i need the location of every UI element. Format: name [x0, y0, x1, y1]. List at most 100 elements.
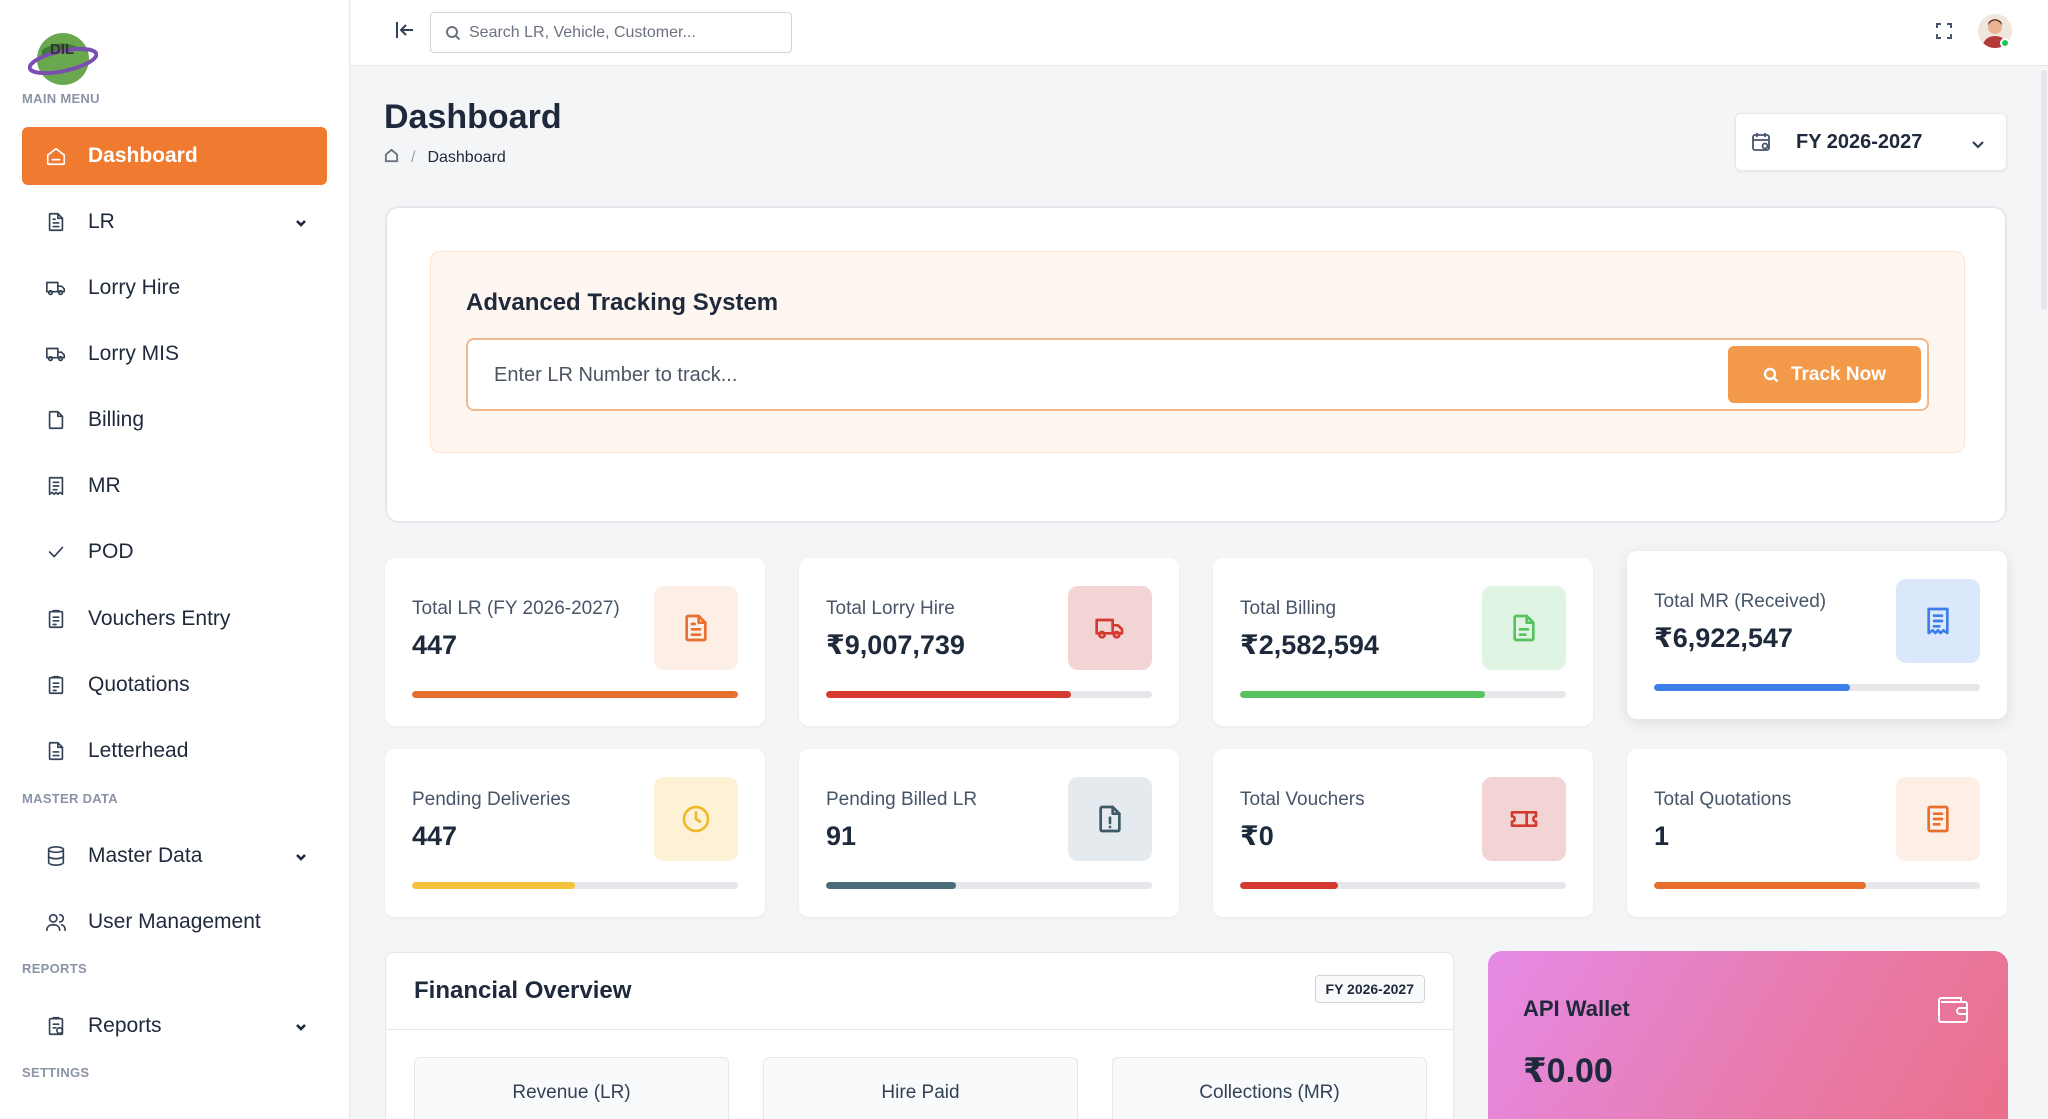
stat-progress-fill	[1654, 882, 1866, 889]
divider	[386, 1029, 1453, 1030]
file-alert-icon	[1068, 777, 1152, 861]
stat-card-total-vouchers[interactable]: Total Vouchers ₹0	[1213, 749, 1593, 917]
stat-label: Total Quotations	[1654, 789, 1792, 810]
breadcrumb: / Dashboard	[384, 148, 506, 168]
stat-progress-track	[826, 882, 1152, 889]
stat-value: 447	[412, 630, 458, 660]
fullscreen-icon[interactable]	[1935, 22, 1953, 40]
sidebar-item-label: POD	[88, 540, 134, 563]
sidebar-item-label: Reports	[88, 1014, 162, 1037]
stat-card-total-lr[interactable]: Total LR (FY 2026-2027) 447	[385, 558, 765, 726]
tracking-title: Advanced Tracking System	[466, 289, 779, 316]
api-wallet-balance: ₹0.00	[1523, 1052, 1613, 1090]
fin-label: Revenue (LR)	[512, 1082, 631, 1103]
sidebar-item-master-data[interactable]: Master Data	[22, 827, 327, 885]
stat-label: Total Lorry Hire	[826, 598, 955, 619]
page-title: Dashboard	[384, 98, 562, 136]
section-label-main: MAIN MENU	[22, 91, 100, 106]
sidebar-item-billing[interactable]: Billing	[22, 391, 327, 449]
truck-icon	[44, 342, 68, 366]
global-search-placeholder: Search LR, Vehicle, Customer...	[469, 23, 696, 41]
collections-mr-box: Collections (MR)	[1112, 1057, 1427, 1119]
stat-progress-fill	[826, 882, 957, 889]
stat-value: 447	[412, 821, 458, 851]
api-wallet-title: API Wallet	[1523, 996, 1630, 1021]
stat-value: 91	[826, 821, 857, 851]
truck-icon	[44, 276, 68, 300]
svg-text:DIL: DIL	[50, 41, 74, 58]
chevron-down-icon	[1970, 135, 1986, 151]
sidebar-item-user-management[interactable]: User Management	[22, 893, 327, 951]
calendar-icon	[1750, 131, 1772, 153]
sidebar-item-label: Letterhead	[88, 739, 189, 762]
stat-card-total-lorry-hire[interactable]: Total Lorry Hire ₹9,007,739	[799, 558, 1179, 726]
lr-tracking-placeholder: Enter LR Number to track...	[494, 364, 738, 386]
stat-progress-fill	[1654, 684, 1850, 691]
sidebar-item-label: Vouchers Entry	[88, 607, 231, 630]
stat-card-total-billing[interactable]: Total Billing ₹2,582,594	[1213, 558, 1593, 726]
stat-progress-track	[826, 691, 1152, 698]
stat-label: Total Vouchers	[1240, 789, 1365, 810]
sidebar-item-reports[interactable]: Reports	[22, 997, 327, 1055]
stat-card-total-mr[interactable]: Total MR (Received) ₹6,922,547	[1627, 551, 2007, 719]
section-label-reports: REPORTS	[22, 961, 87, 976]
stat-value: ₹0	[1240, 821, 1274, 851]
api-wallet-card[interactable]: API Wallet ₹0.00	[1488, 951, 2008, 1119]
sidebar-item-lorry-mis[interactable]: Lorry MIS	[22, 325, 327, 383]
sidebar-item-label: MR	[88, 474, 121, 497]
home-icon[interactable]	[384, 148, 399, 168]
sidebar-item-label: Lorry MIS	[88, 342, 180, 365]
stat-label: Pending Deliveries	[412, 789, 571, 810]
report-clipboard-icon	[44, 1014, 68, 1038]
chevron-down-icon	[293, 1017, 309, 1033]
page-scrollbar[interactable]	[2041, 70, 2047, 310]
revenue-lr-box: Revenue (LR)	[414, 1057, 729, 1119]
sidebar-item-mr[interactable]: MR	[22, 457, 327, 515]
sidebar-item-vouchers-entry[interactable]: Vouchers Entry	[22, 590, 327, 648]
search-icon	[1763, 367, 1779, 382]
financial-overview-card: Financial Overview FY 2026-2027 Revenue …	[385, 952, 1454, 1119]
stat-label: Total MR (Received)	[1654, 591, 1827, 612]
sidebar-item-label: Dashboard	[88, 144, 198, 167]
sidebar-item-letterhead[interactable]: Letterhead	[22, 722, 327, 780]
breadcrumb-separator: /	[411, 149, 416, 166]
truck-icon	[1068, 586, 1152, 670]
collapse-sidebar-icon[interactable]	[393, 18, 419, 44]
receipt-icon	[44, 474, 68, 498]
sidebar-item-quotations[interactable]: Quotations	[22, 656, 327, 714]
section-label-master: MASTER DATA	[22, 791, 118, 806]
lr-tracking-input[interactable]: Enter LR Number to track... Track Now	[466, 338, 1929, 411]
file-icon	[44, 408, 68, 432]
chevron-down-icon	[293, 213, 309, 229]
clipboard-icon	[44, 607, 68, 631]
sidebar-item-label: LR	[88, 210, 115, 233]
track-now-label: Track Now	[1790, 363, 1887, 385]
fy-select[interactable]: FY 2026-2027	[1735, 113, 2007, 171]
chevron-down-icon	[293, 847, 309, 863]
fy-badge: FY 2026-2027	[1314, 975, 1425, 1003]
sidebar-item-lr[interactable]: LR	[22, 193, 327, 251]
stat-card-total-quotations[interactable]: Total Quotations 1	[1627, 749, 2007, 917]
ticket-icon	[1482, 777, 1566, 861]
stat-progress-track	[1240, 882, 1566, 889]
sidebar-item-lorry-hire[interactable]: Lorry Hire	[22, 259, 327, 317]
sidebar-item-dashboard[interactable]: Dashboard	[22, 127, 327, 185]
sidebar-item-pod[interactable]: POD	[22, 523, 327, 581]
stat-progress-track	[1654, 684, 1980, 691]
breadcrumb-current: Dashboard	[427, 149, 506, 166]
stat-card-pending-deliveries[interactable]: Pending Deliveries 447	[385, 749, 765, 917]
track-now-button[interactable]: Track Now	[1728, 346, 1921, 403]
stat-card-pending-billed-lr[interactable]: Pending Billed LR 91	[799, 749, 1179, 917]
stat-progress-fill	[1240, 691, 1485, 698]
global-search-input[interactable]: Search LR, Vehicle, Customer...	[430, 12, 792, 53]
financial-overview-title: Financial Overview	[414, 977, 632, 1004]
stat-value: 1	[1654, 821, 1670, 851]
fin-label: Collections (MR)	[1199, 1082, 1340, 1103]
company-logo[interactable]: DIL	[27, 28, 99, 90]
stat-label: Pending Billed LR	[826, 789, 978, 810]
quote-doc-icon	[1896, 777, 1980, 861]
file-text-icon	[44, 210, 68, 234]
stat-label: Total LR (FY 2026-2027)	[412, 598, 620, 619]
hire-paid-box: Hire Paid	[763, 1057, 1078, 1119]
clipboard-icon	[44, 673, 68, 697]
